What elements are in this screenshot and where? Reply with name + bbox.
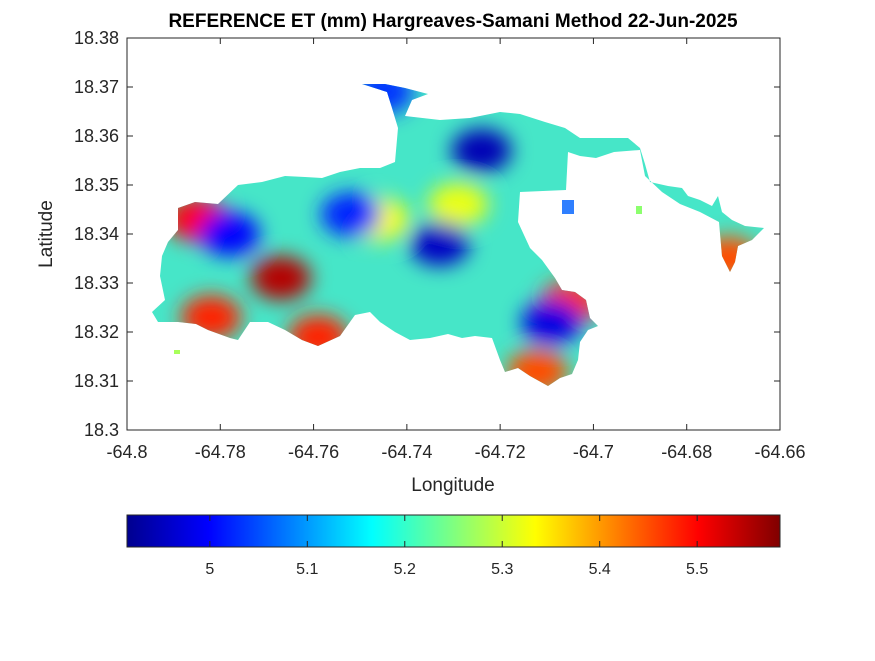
- colorbar-ticks: 5 5.1 5.2 5.3 5.4 5.5: [205, 515, 708, 578]
- et-surface-details: [174, 200, 642, 354]
- y-tick-label: 18.31: [74, 371, 119, 391]
- colorbar-tick-label: 5.3: [491, 561, 513, 578]
- y-tick-label: 18.38: [74, 28, 119, 48]
- x-tick-label: -64.8: [106, 442, 147, 462]
- x-tick-label: -64.68: [661, 442, 712, 462]
- et-hotspot: [409, 221, 470, 266]
- east-patch: [562, 200, 574, 214]
- colorbar-tick-label: 5: [205, 561, 214, 578]
- y-tick-label: 18.33: [74, 273, 119, 293]
- y-tick-label: 18.34: [74, 224, 119, 244]
- x-tick-label: -64.74: [381, 442, 432, 462]
- et-hotspot: [199, 212, 260, 256]
- et-hotspot: [428, 182, 489, 227]
- y-tick-label: 18.35: [74, 175, 119, 195]
- east-patch: [636, 206, 642, 214]
- et-hotspot: [451, 128, 512, 173]
- chart-title: REFERENCE ET (mm) Hargreaves-Samani Meth…: [168, 11, 738, 32]
- axis-ticks: -64.8 -64.78 -64.76 -64.74 -64.72 -64.7 -64.68…: [74, 28, 806, 462]
- colorbar-tick-label: 5.5: [686, 561, 708, 578]
- west-patch: [174, 350, 180, 354]
- y-tick-label: 18.37: [74, 77, 119, 97]
- x-tick-label: -64.78: [195, 442, 246, 462]
- colorbar-tick-label: 5.2: [394, 561, 416, 578]
- y-tick-label: 18.36: [74, 126, 119, 146]
- et-hotspot: [250, 256, 311, 301]
- y-tick-label: 18.32: [74, 322, 119, 342]
- x-tick-label: -64.66: [754, 442, 805, 462]
- x-tick-label: -64.7: [573, 442, 614, 462]
- x-tick-label: -64.76: [288, 442, 339, 462]
- x-axis-label: Longitude: [411, 475, 494, 496]
- et-hotspot: [320, 192, 381, 237]
- colorbar: [126, 514, 781, 548]
- et-hotspot: [521, 300, 582, 345]
- x-tick-label: -64.72: [475, 442, 526, 462]
- y-axis-label: Latitude: [36, 200, 57, 268]
- colorbar-tick-label: 5.1: [296, 561, 318, 578]
- y-tick-label: 18.3: [84, 420, 119, 440]
- colorbar-tick-label: 5.4: [589, 561, 611, 578]
